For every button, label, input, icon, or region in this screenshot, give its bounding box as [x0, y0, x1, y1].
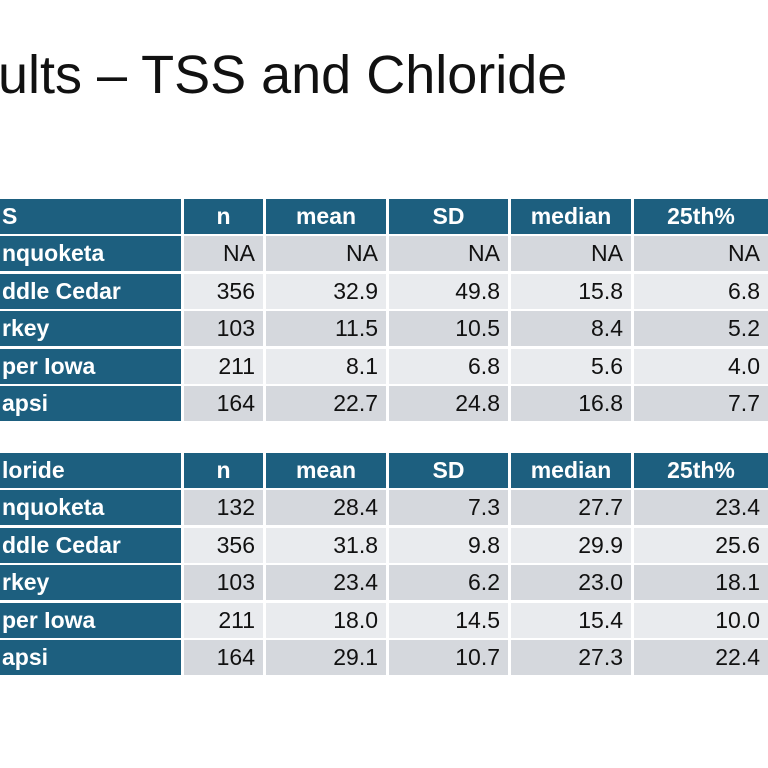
data-cell: 103: [184, 565, 263, 601]
data-cell: 24.8: [389, 386, 508, 421]
data-cell: 7.3: [389, 490, 508, 526]
row-label: ddle Cedar: [0, 527, 181, 563]
data-cell: 6.8: [389, 348, 508, 384]
data-cell: 23.4: [266, 565, 386, 601]
data-cell: 8.4: [511, 311, 631, 347]
data-cell: 8.1: [266, 348, 386, 384]
row-label: per Iowa: [0, 602, 181, 638]
row-label: apsi: [0, 386, 181, 421]
data-cell: 49.8: [389, 273, 508, 309]
data-cell: 211: [184, 602, 263, 638]
header-cell: 25th%: [634, 453, 768, 488]
data-cell: NA: [634, 236, 768, 272]
header-cell: mean: [266, 199, 386, 234]
data-cell: 25.6: [634, 527, 768, 563]
data-cell: 31.8: [266, 527, 386, 563]
data-cell: 10.5: [389, 311, 508, 347]
data-cell: 14.5: [389, 602, 508, 638]
header-cell: S: [0, 199, 181, 234]
row-label: per Iowa: [0, 348, 181, 384]
row-label: nquoketa: [0, 490, 181, 526]
data-cell: 29.9: [511, 527, 631, 563]
header-cell: SD: [389, 199, 508, 234]
data-cell: 15.8: [511, 273, 631, 309]
header-cell: 25th%: [634, 199, 768, 234]
data-cell: 103: [184, 311, 263, 347]
row-label: rkey: [0, 311, 181, 347]
data-cell: 5.6: [511, 348, 631, 384]
data-cell: 16.8: [511, 386, 631, 421]
data-cell: 29.1: [266, 640, 386, 675]
header-cell: n: [184, 453, 263, 488]
data-cell: 9.8: [389, 527, 508, 563]
data-cell: 356: [184, 273, 263, 309]
data-cell: 6.8: [634, 273, 768, 309]
row-label: nquoketa: [0, 236, 181, 272]
data-cell: 10.7: [389, 640, 508, 675]
data-cell: 211: [184, 348, 263, 384]
data-cell: 23.0: [511, 565, 631, 601]
data-cell: 164: [184, 386, 263, 421]
data-cell: NA: [266, 236, 386, 272]
data-cell: 4.0: [634, 348, 768, 384]
data-cell: NA: [511, 236, 631, 272]
data-cell: 164: [184, 640, 263, 675]
data-cell: 10.0: [634, 602, 768, 638]
data-cell: NA: [184, 236, 263, 272]
header-cell: SD: [389, 453, 508, 488]
data-cell: 22.7: [266, 386, 386, 421]
row-label: ddle Cedar: [0, 273, 181, 309]
data-cell: NA: [389, 236, 508, 272]
data-cell: 5.2: [634, 311, 768, 347]
data-cell: 18.0: [266, 602, 386, 638]
row-label: apsi: [0, 640, 181, 675]
data-cell: 23.4: [634, 490, 768, 526]
slide-title: ults – TSS and Chloride: [0, 45, 568, 105]
row-label: rkey: [0, 565, 181, 601]
data-cell: 356: [184, 527, 263, 563]
data-cell: 11.5: [266, 311, 386, 347]
header-cell: n: [184, 199, 263, 234]
header-cell: mean: [266, 453, 386, 488]
data-cell: 18.1: [634, 565, 768, 601]
data-cell: 22.4: [634, 640, 768, 675]
data-cell: 27.3: [511, 640, 631, 675]
header-cell: loride: [0, 453, 181, 488]
data-cell: 15.4: [511, 602, 631, 638]
data-cell: 27.7: [511, 490, 631, 526]
data-cell: 132: [184, 490, 263, 526]
data-cell: 28.4: [266, 490, 386, 526]
header-cell: median: [511, 199, 631, 234]
data-cell: 6.2: [389, 565, 508, 601]
data-cell: 7.7: [634, 386, 768, 421]
data-cell: 32.9: [266, 273, 386, 309]
header-cell: median: [511, 453, 631, 488]
